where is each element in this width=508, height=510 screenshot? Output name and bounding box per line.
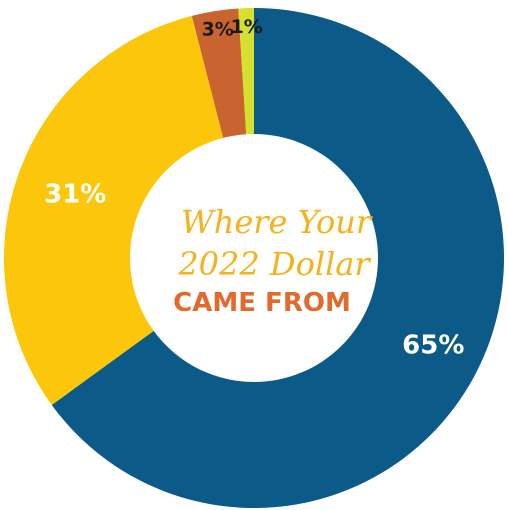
center-title-line-1: Where Your xyxy=(181,203,373,241)
slice-labels: 65% 31% 3%1% xyxy=(44,16,464,361)
slice-label-31-percent: 31% xyxy=(44,180,106,210)
donut-hole xyxy=(130,134,378,382)
center-title-line-3: CAME FROM xyxy=(173,288,351,318)
slice-label-3-percent: 3% xyxy=(202,19,234,41)
slice-31-percent xyxy=(3,15,255,405)
slice-label-65-percent: 65% xyxy=(402,330,464,360)
slice-label-1-percent: 1% xyxy=(231,16,263,38)
center-title-line-2: 2022 Dollar xyxy=(177,245,371,283)
